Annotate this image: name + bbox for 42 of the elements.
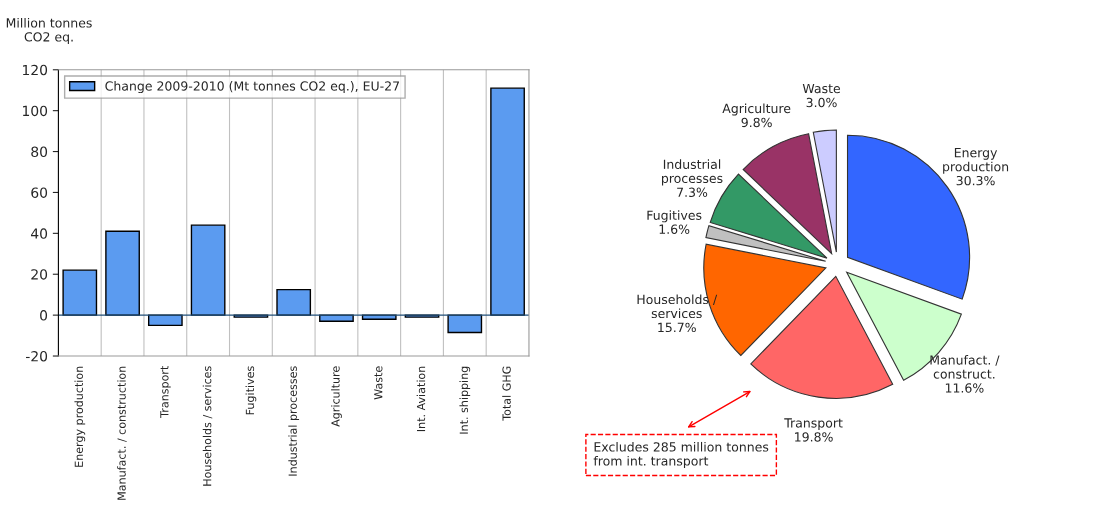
text: Excludes 285 million tonnes from int. transport [593, 441, 769, 469]
x-tick-label: Fugitives [245, 366, 257, 415]
x-tick-label: Waste [374, 366, 383, 400]
y-tick-label: 100 [23, 105, 48, 117]
slice-label: Agriculture [722, 103, 791, 116]
data-label: 11.6% [945, 383, 984, 393]
data-label: 1.6% [659, 224, 690, 234]
y-tick-label: 20 [31, 269, 48, 280]
x-tick-label: Int. Aviation [416, 366, 426, 432]
slice-label: Fugitives [647, 210, 702, 223]
slice-label: Waste [802, 83, 841, 94]
x-tick-label: Transport [160, 366, 171, 418]
slice-label: Manufact. / construct. [930, 355, 1000, 379]
bar [62, 269, 98, 316]
legend-label: Change 2009-2010 (Mt tonnes CO2 eq.), EU-27 [105, 81, 400, 94]
y-tick-label: 80 [31, 146, 48, 158]
y-axis-title: Million tonnes CO2 eq. [6, 17, 92, 45]
y-tick-label: 120 [23, 64, 48, 76]
y-tick-label: 60 [31, 187, 48, 198]
y-tick-label: -20 [25, 350, 48, 362]
bar [447, 314, 483, 334]
x-tick-label: Int. shipping [459, 366, 471, 434]
bar [490, 87, 525, 316]
slice-label: Energy production [943, 148, 1009, 174]
data-label: 7.3% [677, 187, 708, 198]
bar [105, 230, 140, 316]
data-label: 15.7% [658, 322, 696, 333]
data-label: 9.8% [741, 117, 772, 128]
x-tick-label: Households / services [202, 366, 213, 486]
y-tick-label: 0 [40, 310, 48, 321]
x-tick-label: Manufact. / construction [117, 366, 127, 500]
x-tick-label: Agriculture [331, 366, 342, 427]
bar [190, 224, 226, 316]
slice-label: Industrial processes [662, 159, 723, 186]
x-tick-label: Total GHG [502, 366, 511, 421]
x-tick-label: Energy production [74, 366, 86, 467]
data-label: 30.3% [956, 175, 995, 186]
data-label: 19.8% [795, 432, 833, 442]
y-tick-label: 40 [30, 228, 48, 239]
x-tick-label: Industrial processes [288, 366, 300, 476]
bar [276, 288, 312, 316]
data-label: 3.0% [806, 97, 837, 108]
